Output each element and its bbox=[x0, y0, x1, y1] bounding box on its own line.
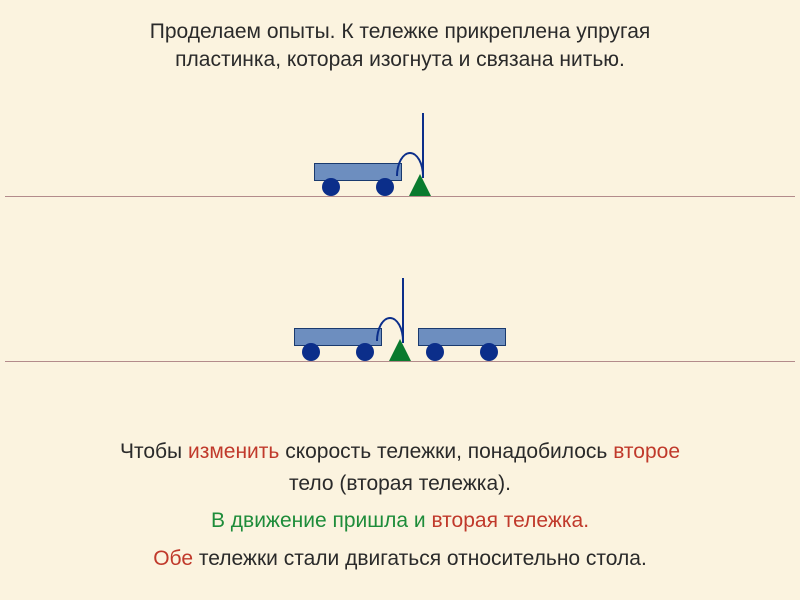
header-text: Проделаем опыты. К тележке прикреплена у… bbox=[0, 18, 800, 75]
wheel-icon bbox=[376, 178, 394, 196]
footer-text: Чтобы изменить скорость тележки, понадоб… bbox=[0, 430, 800, 574]
footer-line2: В движение пришла и вторая тележка. bbox=[0, 505, 800, 537]
wheel-icon bbox=[356, 343, 374, 361]
cart-left-scene2 bbox=[294, 328, 382, 364]
diagram-scene-1 bbox=[0, 110, 800, 230]
ground-line-2 bbox=[5, 361, 795, 362]
spring-arc-1 bbox=[396, 152, 424, 176]
reference-marker-1 bbox=[409, 174, 431, 196]
cart-right-scene2 bbox=[418, 328, 506, 364]
diagram-scene-2 bbox=[0, 275, 800, 395]
wheel-icon bbox=[426, 343, 444, 361]
footer-line3: Обе тележки стали двигаться относительно… bbox=[0, 543, 800, 575]
wheel-icon bbox=[480, 343, 498, 361]
footer-line1: Чтобы изменить скорость тележки, понадоб… bbox=[0, 436, 800, 499]
wheel-icon bbox=[322, 178, 340, 196]
header-line1: Проделаем опыты. К тележке прикреплена у… bbox=[150, 20, 651, 43]
reference-marker-2 bbox=[389, 339, 411, 361]
header-line2: пластинка, которая изогнута и связана ни… bbox=[175, 48, 625, 71]
spring-arc-2 bbox=[376, 317, 404, 341]
cart-left-scene1 bbox=[314, 163, 402, 199]
wheel-icon bbox=[302, 343, 320, 361]
